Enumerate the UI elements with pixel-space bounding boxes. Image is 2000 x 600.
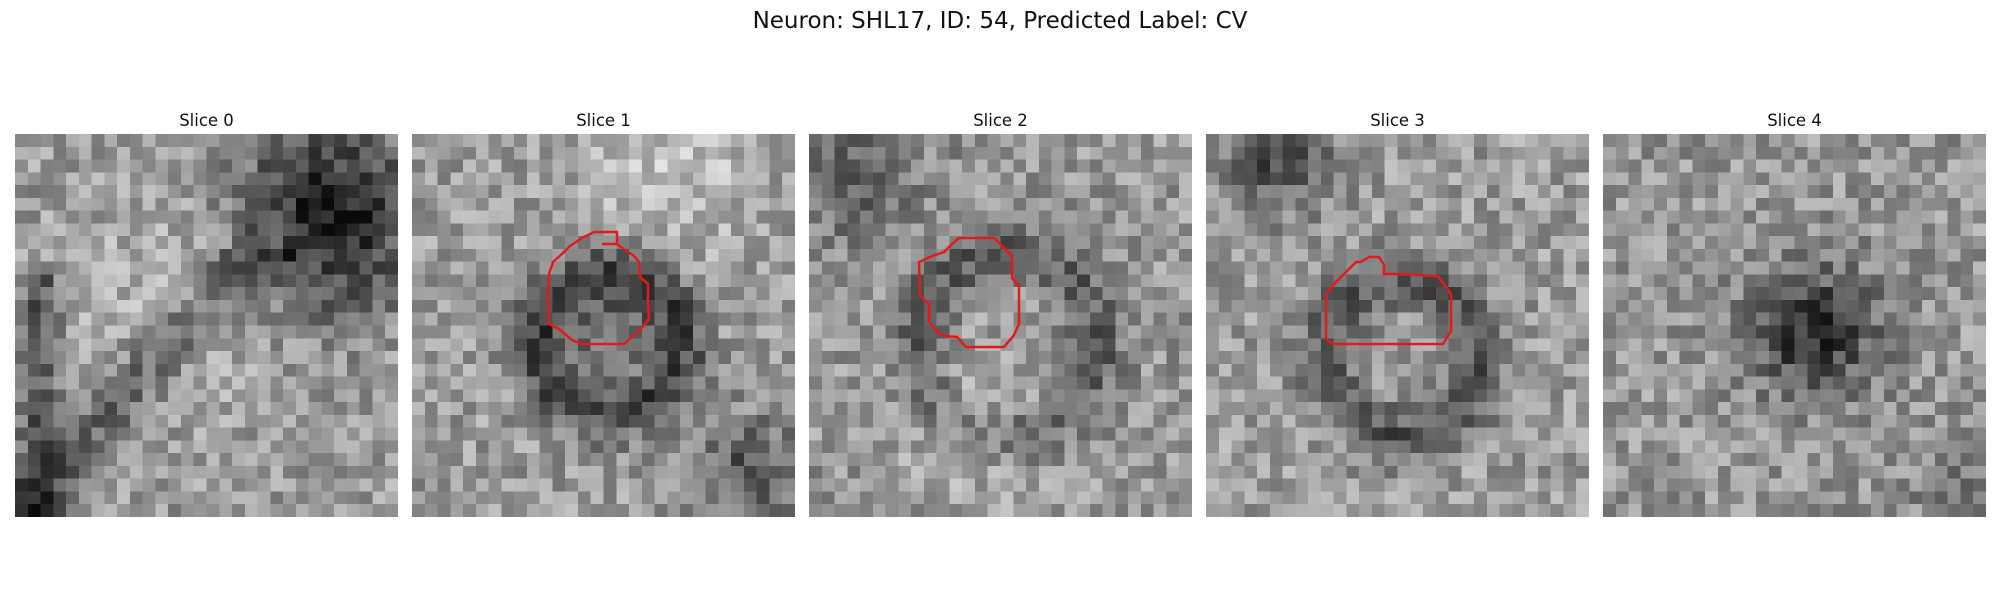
roi-contour: [546, 230, 651, 346]
grayscale-image: [412, 134, 795, 517]
slice-image: [15, 134, 398, 517]
slice-panel-1: Slice 1: [412, 110, 795, 517]
slice-panel-4: Slice 4: [1603, 110, 1986, 517]
slice-image: [412, 134, 795, 517]
slice-title: Slice 3: [1370, 111, 1425, 130]
slice-panel-2: Slice 2: [809, 110, 1192, 517]
slice-title: Slice 0: [179, 111, 234, 130]
slice-image: [1603, 134, 1986, 517]
slice-title: Slice 2: [973, 111, 1028, 130]
contour-line: [917, 236, 1021, 349]
slice-title: Slice 1: [576, 111, 631, 130]
grayscale-image: [1206, 134, 1589, 517]
slice-image: [809, 134, 1192, 517]
grayscale-image: [1603, 134, 1986, 517]
slice-panel-0: Slice 0: [15, 110, 398, 517]
roi-contour: [917, 236, 1021, 349]
grayscale-image: [15, 134, 398, 517]
slice-image: [1206, 134, 1589, 517]
slice-panel-3: Slice 3: [1206, 110, 1589, 517]
slice-title: Slice 4: [1767, 111, 1822, 130]
figure-title: Neuron: SHL17, ID: 54, Predicted Label: …: [752, 8, 1248, 34]
contour-line: [546, 230, 651, 346]
roi-contour: [1324, 255, 1453, 346]
grayscale-image: [809, 134, 1192, 517]
contour-line: [1324, 255, 1453, 346]
